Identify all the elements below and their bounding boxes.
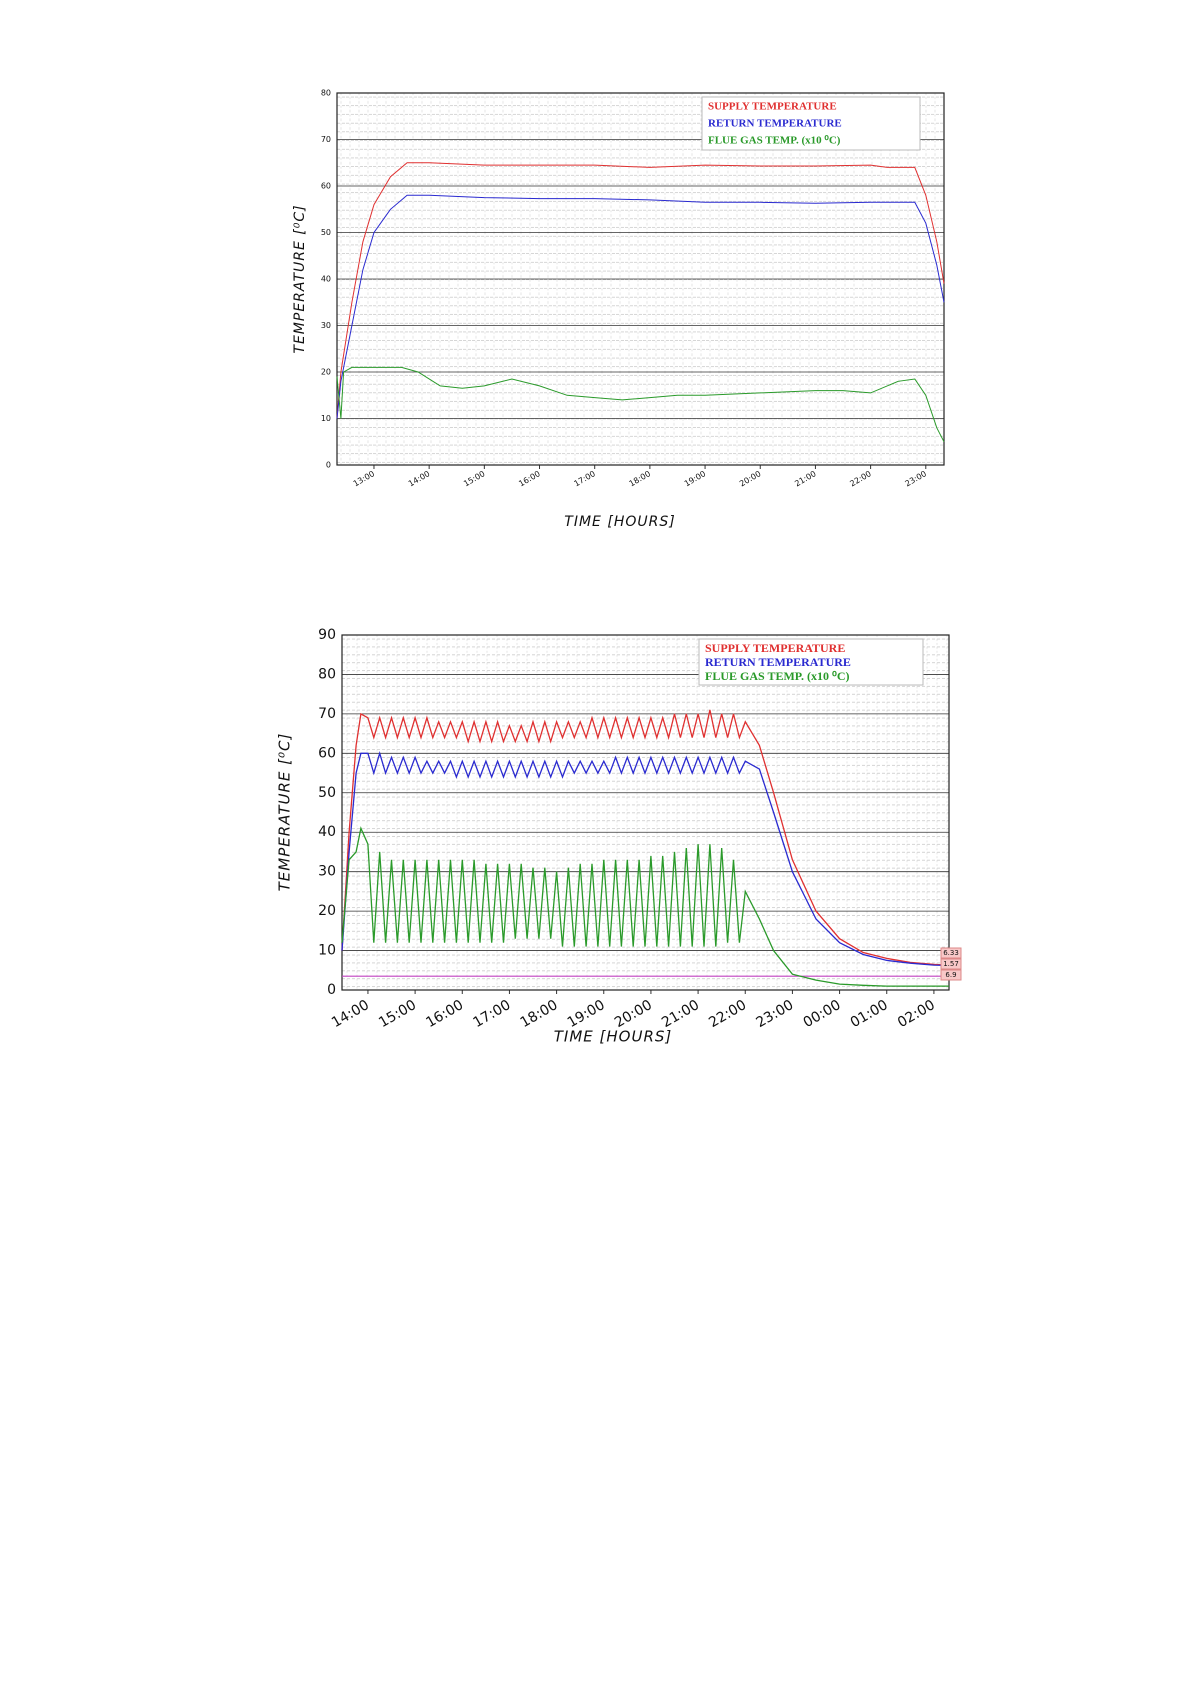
x-tick-label: 21:00 (793, 469, 817, 488)
x-tick-label: 00:00 (801, 997, 844, 1031)
x-tick-label: 16:00 (423, 997, 466, 1031)
y-tick-label: 40 (321, 275, 331, 284)
end-label-box (940, 969, 962, 981)
x-tick-label: 18:00 (518, 997, 561, 1031)
end-label-box (940, 947, 962, 959)
x-axis-title: TIME [HOURS] (564, 514, 675, 530)
end-label: 1.57 (943, 960, 959, 968)
end-label: 6.33 (943, 949, 959, 957)
y-tick-label: 10 (321, 414, 331, 423)
y-tick-label: 20 (318, 903, 336, 919)
series-line (336, 162, 945, 419)
x-axis-title: TIME [HOURS] (554, 1028, 673, 1046)
x-tick-label: 01:00 (848, 997, 891, 1031)
series-line (341, 751, 950, 967)
x-tick-label: 13:00 (352, 469, 376, 488)
x-tick-label: 23:00 (904, 469, 928, 488)
y-tick-label: 20 (321, 368, 331, 377)
x-tick-label: 23:00 (753, 997, 796, 1031)
y-tick-label: 50 (318, 785, 336, 801)
legend-box (698, 638, 924, 686)
x-tick-label: 19:00 (683, 469, 707, 488)
end-label-box (940, 958, 962, 970)
y-tick-label: 50 (321, 228, 331, 237)
x-tick-label: 17:00 (572, 469, 596, 488)
series-line (341, 826, 949, 987)
x-tick-label: 15:00 (462, 469, 486, 488)
series-line (341, 709, 950, 966)
y-tick-label: 90 (318, 627, 336, 643)
x-tick-label: 15:00 (376, 997, 419, 1031)
series-line (336, 366, 945, 443)
x-tick-label: 22:00 (706, 997, 749, 1031)
plot-frame (336, 92, 945, 466)
x-tick-label: 17:00 (470, 997, 513, 1031)
y-tick-label: 70 (321, 135, 331, 144)
y-axis-title: TEMPERATURE [⁰C] (276, 733, 294, 892)
y-tick-label: 30 (321, 321, 331, 330)
legend-entry: SUPPLY TEMPERATURE (708, 101, 837, 113)
legend-entry: FLUE GAS TEMP. (x10 ⁰C) (708, 135, 841, 147)
y-axis-title: TEMPERATURE [⁰C] (292, 204, 308, 353)
x-tick-label: 20:00 (738, 469, 762, 488)
legend-box (701, 96, 921, 151)
x-tick-label: 18:00 (628, 469, 652, 488)
x-tick-label: 21:00 (659, 997, 702, 1031)
legend-entry: RETURN TEMPERATURE (705, 655, 851, 669)
x-tick-label: 20:00 (612, 997, 655, 1031)
x-tick-label: 02:00 (895, 997, 938, 1031)
y-tick-label: 80 (318, 666, 336, 682)
end-label: 6.9 (945, 971, 956, 979)
legend-entry: FLUE GAS TEMP. (x10 ⁰C) (705, 669, 850, 683)
plot-frame (341, 634, 950, 991)
y-tick-label: 0 (327, 982, 336, 998)
x-tick-label: 19:00 (565, 997, 608, 1031)
x-tick-label: 22:00 (848, 469, 872, 488)
legend-entry: RETURN TEMPERATURE (708, 118, 842, 130)
x-tick-label: 14:00 (329, 997, 372, 1031)
y-tick-label: 70 (318, 706, 336, 722)
series-line (336, 194, 945, 419)
legend-entry: SUPPLY TEMPERATURE (705, 641, 845, 655)
y-tick-label: 0 (326, 461, 331, 470)
y-tick-label: 30 (318, 864, 336, 880)
y-tick-label: 40 (318, 824, 336, 840)
x-tick-label: 14:00 (407, 469, 431, 488)
y-tick-label: 80 (321, 89, 331, 98)
y-tick-label: 10 (318, 943, 336, 959)
y-tick-label: 60 (321, 182, 331, 191)
x-tick-label: 16:00 (517, 469, 541, 488)
y-tick-label: 60 (318, 745, 336, 761)
